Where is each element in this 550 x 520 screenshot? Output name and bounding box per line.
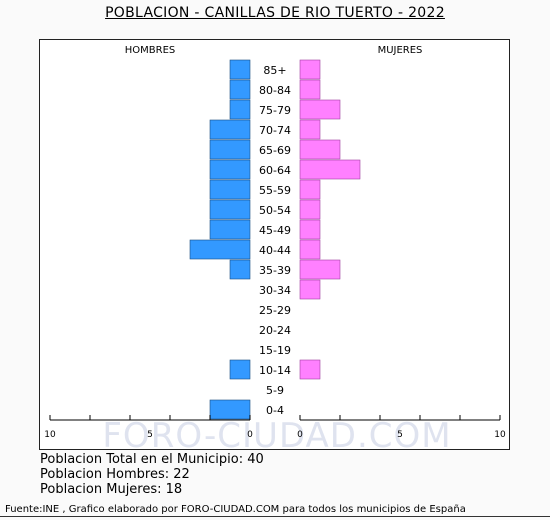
- right-group-label: MUJERES: [378, 45, 423, 56]
- footer-divider: [0, 516, 550, 517]
- bar-hombres-35-39: [229, 259, 251, 280]
- x-tick-label-left: 5: [147, 430, 153, 440]
- bar-mujeres-30-34: [299, 279, 321, 300]
- bar-mujeres-55-59: [299, 179, 321, 200]
- age-label: 60-64: [259, 164, 291, 177]
- bar-hombres-60-64: [209, 159, 251, 180]
- x-tick-label-right: 10: [494, 430, 506, 440]
- x-tick-label-right: 0: [297, 430, 303, 440]
- x-tick-label-left: 0: [247, 430, 253, 440]
- age-label: 0-4: [266, 404, 284, 417]
- age-label: 85+: [263, 64, 286, 77]
- age-label: 80-84: [259, 84, 291, 97]
- age-label: 75-79: [259, 104, 291, 117]
- bar-hombres-70-74: [209, 119, 251, 140]
- x-tick-label-left: 10: [44, 430, 56, 440]
- bar-hombres-0-4: [209, 399, 251, 420]
- stat-total: Poblacion Total en el Municipio: 40: [40, 452, 264, 467]
- age-label: 50-54: [259, 204, 291, 217]
- bar-hombres-45-49: [209, 219, 251, 240]
- bar-hombres-65-69: [209, 139, 251, 160]
- bar-mujeres-75-79: [299, 99, 341, 120]
- bar-mujeres-45-49: [299, 219, 321, 240]
- bar-mujeres-80-84: [299, 79, 321, 100]
- footer-source: Fuente:INE , Grafico elaborado por FORO-…: [5, 504, 466, 515]
- age-label: 35-39: [259, 264, 291, 277]
- age-label: 20-24: [259, 324, 291, 337]
- bar-mujeres-65-69: [299, 139, 341, 160]
- bar-mujeres-70-74: [299, 119, 321, 140]
- bar-mujeres-50-54: [299, 199, 321, 220]
- x-tick-label-right: 5: [397, 430, 403, 440]
- stat-hombres: Poblacion Hombres: 22: [40, 467, 190, 482]
- bar-mujeres-40-44: [299, 239, 321, 260]
- bar-hombres-55-59: [209, 179, 251, 200]
- bar-hombres-75-79: [229, 99, 251, 120]
- age-label: 40-44: [259, 244, 291, 257]
- age-label: 65-69: [259, 144, 291, 157]
- age-label: 55-59: [259, 184, 291, 197]
- age-label: 70-74: [259, 124, 291, 137]
- watermark: FORO-CIUDAD.COM: [102, 416, 451, 456]
- age-label: 10-14: [259, 364, 291, 377]
- age-label: 25-29: [259, 304, 291, 317]
- age-label: 45-49: [259, 224, 291, 237]
- left-group-label: HOMBRES: [125, 45, 176, 56]
- chart-title: POBLACION - CANILLAS DE RIO TUERTO - 202…: [105, 5, 445, 21]
- age-label: 15-19: [259, 344, 291, 357]
- stat-mujeres: Poblacion Mujeres: 18: [40, 482, 183, 497]
- bar-mujeres-85+: [299, 59, 321, 80]
- bar-hombres-40-44: [189, 239, 251, 260]
- bar-mujeres-10-14: [299, 359, 321, 380]
- bar-hombres-50-54: [209, 199, 251, 220]
- age-label: 30-34: [259, 284, 291, 297]
- bar-hombres-10-14: [229, 359, 251, 380]
- bar-mujeres-35-39: [299, 259, 341, 280]
- bar-hombres-80-84: [229, 79, 251, 100]
- chart-frame: [39, 39, 510, 450]
- bar-mujeres-60-64: [299, 159, 361, 180]
- age-label: 5-9: [266, 384, 284, 397]
- bar-hombres-85+: [229, 59, 251, 80]
